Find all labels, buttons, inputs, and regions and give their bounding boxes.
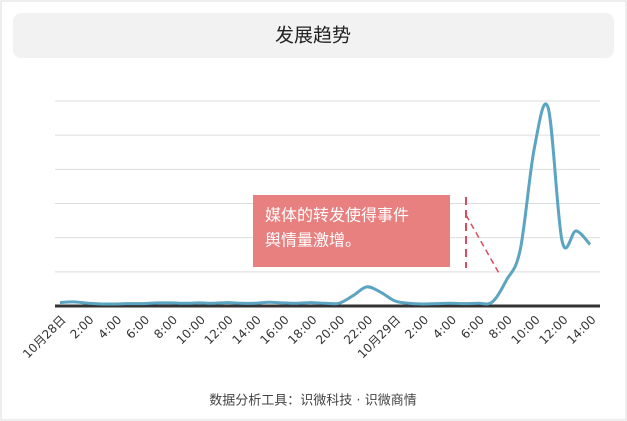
annotation-pointer <box>465 214 501 276</box>
annotation-box <box>253 195 450 267</box>
annotation-text: 舆情量激增。 <box>265 231 361 250</box>
chart-title: 发展趋势 <box>275 25 351 47</box>
data-line <box>59 102 592 306</box>
annotation-text: 媒体的转发使得事件 <box>265 206 409 225</box>
title-box <box>13 13 614 58</box>
footer: 数据分析工具：识微科技 · 识微商情 <box>209 394 416 409</box>
